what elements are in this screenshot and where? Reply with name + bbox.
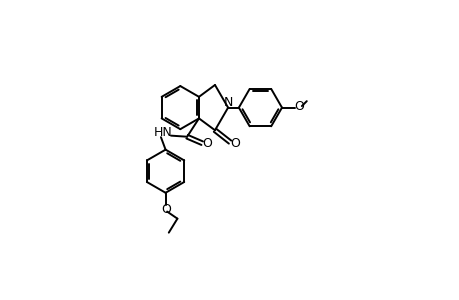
Text: O: O — [293, 100, 303, 113]
Text: O: O — [202, 137, 211, 151]
Text: O: O — [229, 137, 239, 150]
Text: O: O — [161, 203, 171, 216]
Text: N: N — [224, 96, 233, 109]
Text: HN: HN — [154, 126, 172, 139]
